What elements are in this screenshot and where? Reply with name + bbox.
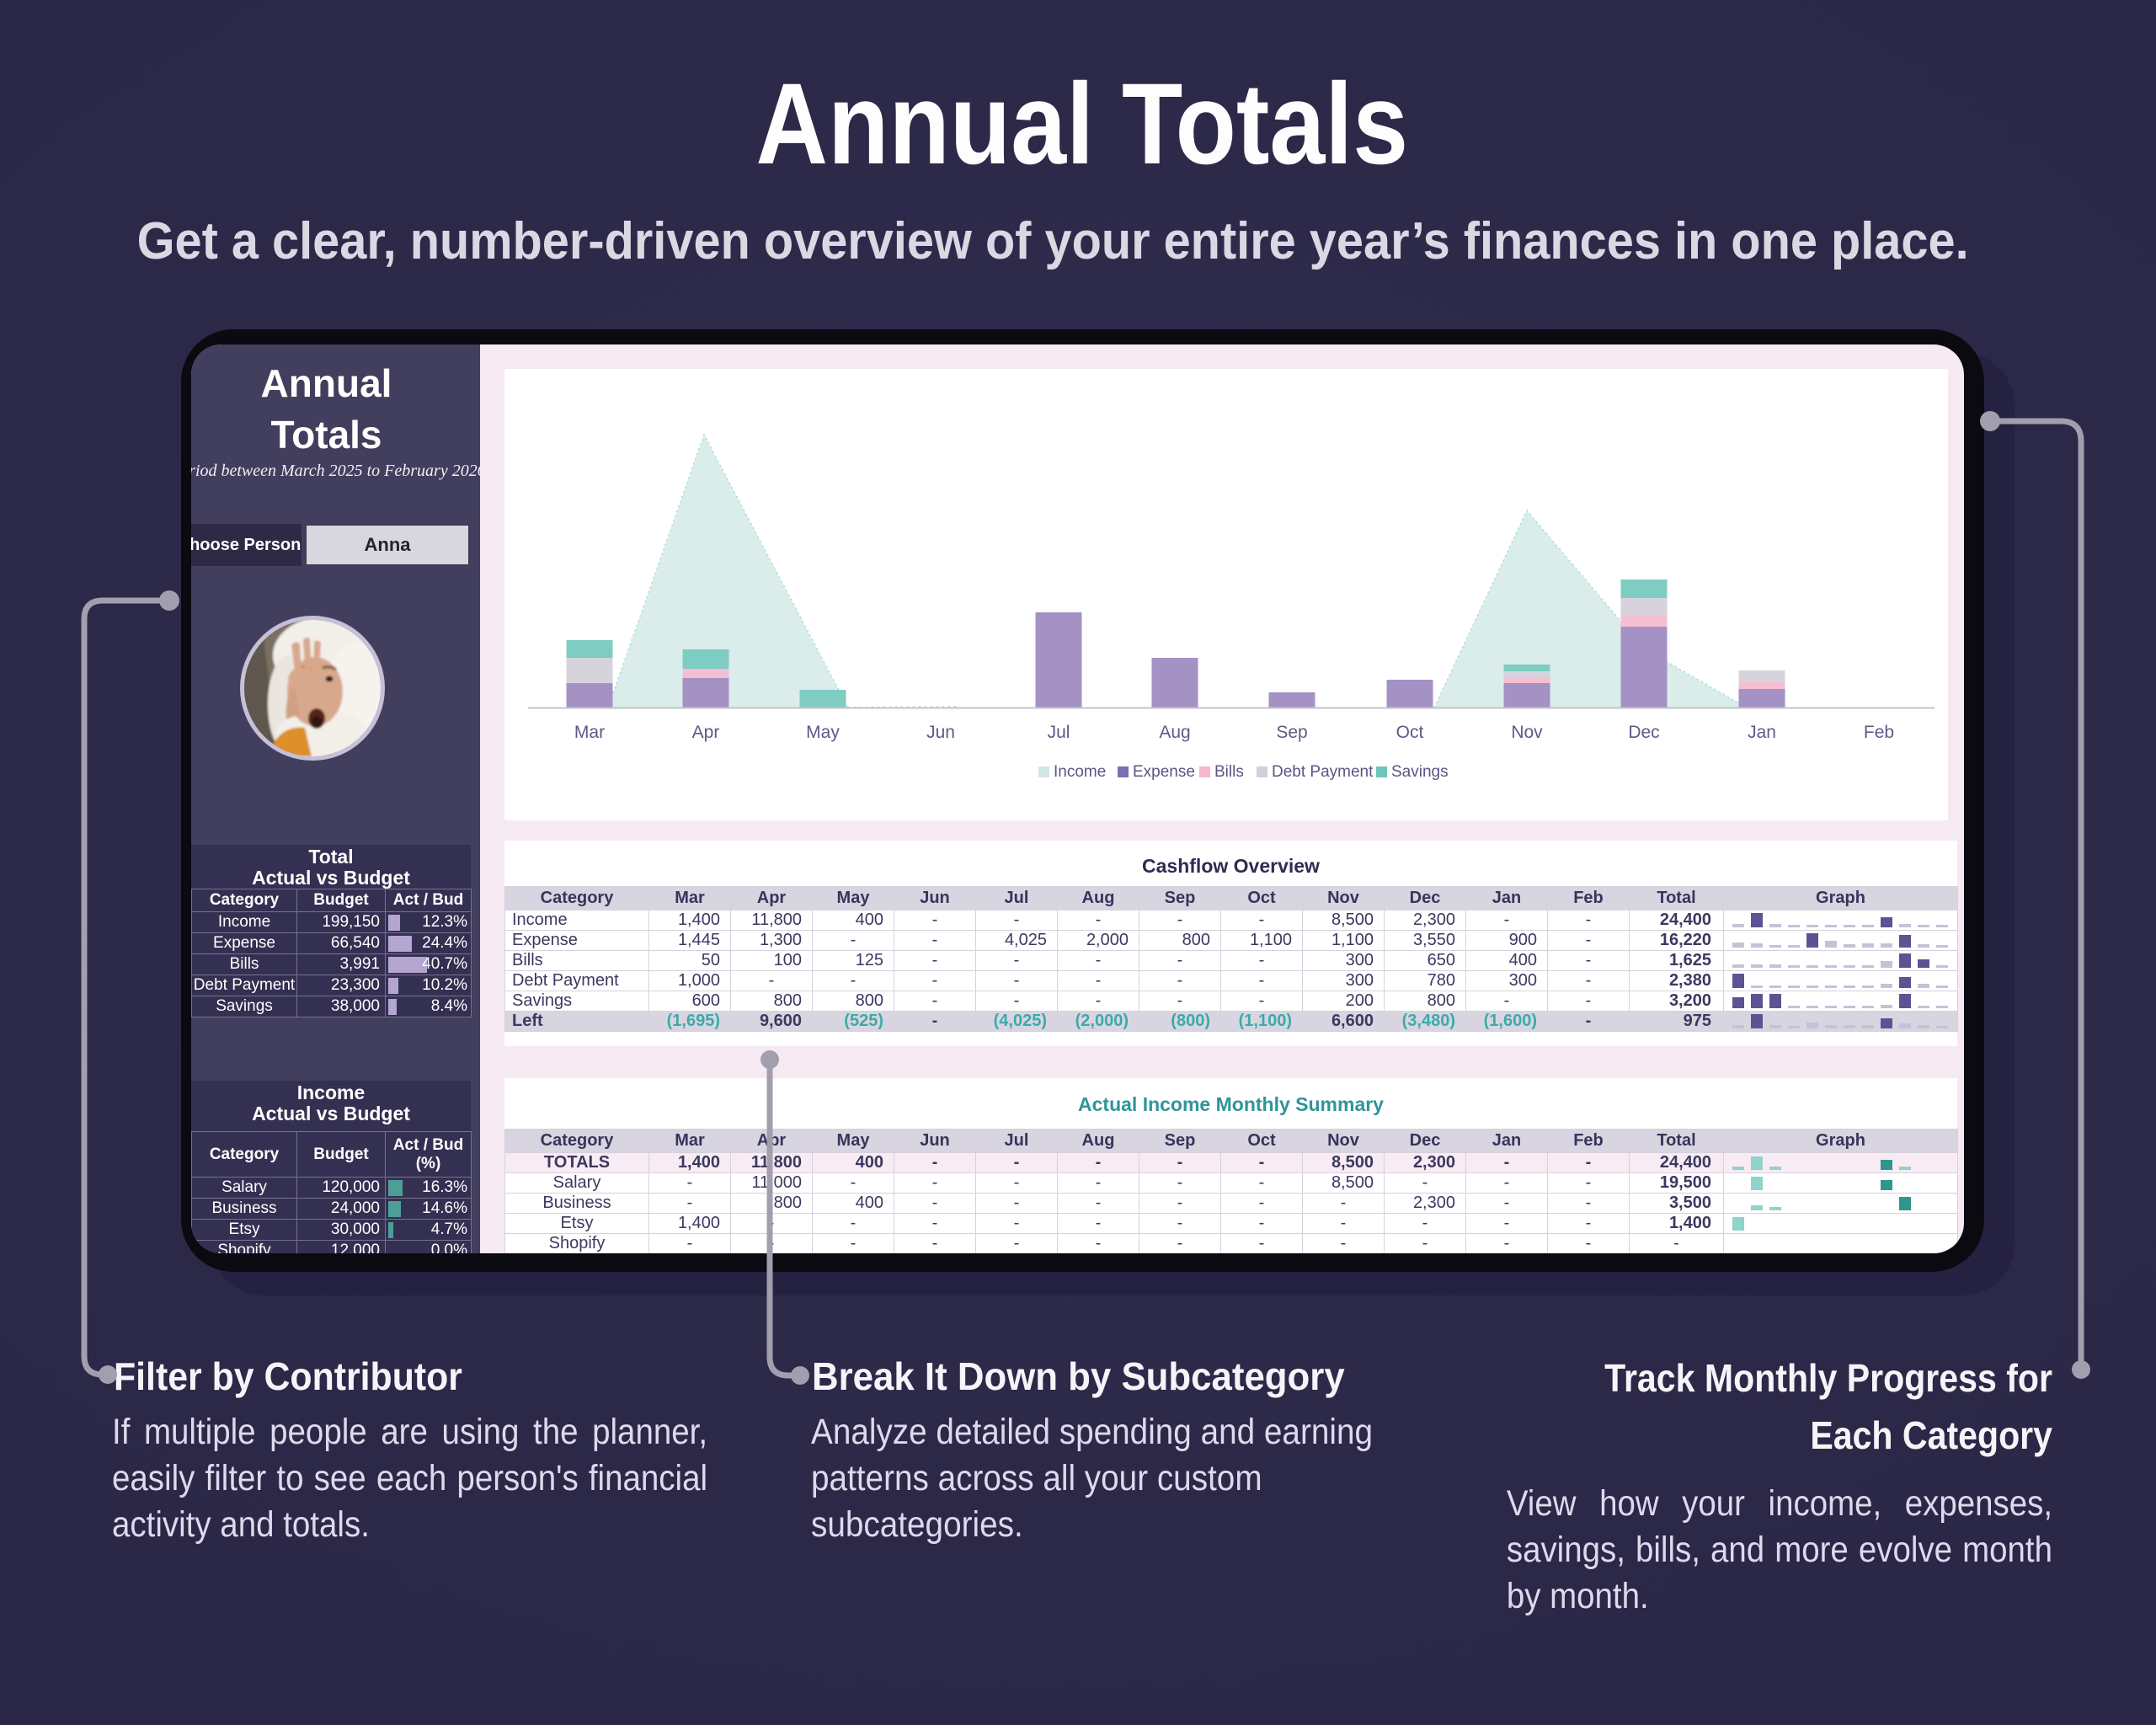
svg-text:Jun: Jun	[926, 723, 955, 742]
svg-text:Nov: Nov	[1511, 723, 1543, 742]
svg-text:Apr: Apr	[692, 723, 720, 742]
svg-text:Income: Income	[1054, 763, 1106, 781]
svg-text:Mar: Mar	[574, 723, 605, 742]
svg-text:Feb: Feb	[1864, 723, 1894, 742]
svg-text:Dec: Dec	[1628, 723, 1659, 742]
svg-text:Oct: Oct	[1396, 723, 1424, 742]
svg-text:Expense: Expense	[1133, 763, 1195, 781]
svg-text:May: May	[806, 723, 840, 742]
svg-text:Sep: Sep	[1276, 723, 1307, 742]
svg-text:Jul: Jul	[1048, 723, 1070, 742]
svg-text:Bills: Bills	[1214, 763, 1244, 781]
svg-text:Savings: Savings	[1391, 763, 1449, 781]
svg-text:Jan: Jan	[1748, 723, 1776, 742]
svg-text:Aug: Aug	[1159, 723, 1190, 742]
svg-text:Debt Payment: Debt Payment	[1272, 763, 1374, 781]
